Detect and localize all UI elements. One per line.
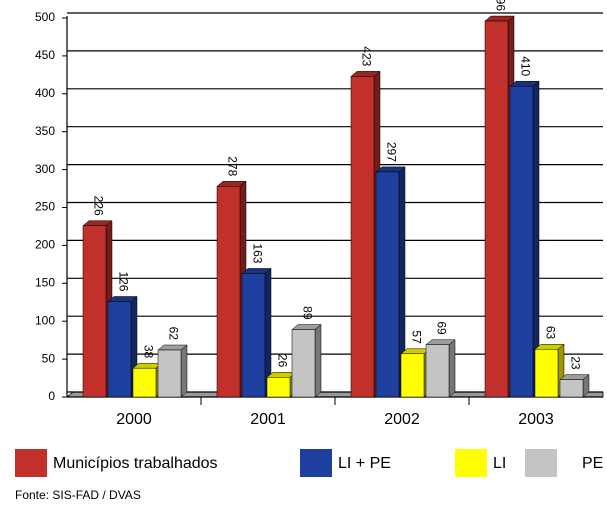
y-tick-label: 450: [35, 48, 55, 62]
x-tick-label: 2002: [384, 411, 420, 428]
source: Fonte: SIS-FAD / DVAS: [15, 488, 141, 502]
y-tick-label: 300: [35, 162, 55, 176]
bar: [400, 353, 425, 398]
legend-swatch: [455, 449, 487, 477]
y-tick-label: 200: [35, 238, 55, 252]
legend-label: PE: [582, 455, 603, 472]
data-label: 38: [141, 345, 155, 359]
y-tick-label: 100: [35, 313, 55, 327]
bar: [107, 301, 132, 398]
bar: [559, 379, 584, 398]
bar-side: [448, 339, 456, 398]
data-label: 163: [250, 243, 264, 263]
legend-label: LI + PE: [338, 455, 391, 472]
bar: [425, 344, 450, 398]
bar: [509, 85, 534, 398]
data-label: 62: [166, 327, 180, 341]
y-tick-label: 250: [35, 200, 55, 214]
data-label: 278: [225, 156, 239, 176]
data-label: 410: [518, 56, 532, 76]
x-tick-label: 2000: [116, 411, 152, 428]
data-label: 126: [116, 271, 130, 291]
data-label: 63: [543, 326, 557, 340]
bar: [82, 225, 107, 398]
data-label: 23: [568, 356, 582, 370]
data-label: 226: [91, 196, 105, 216]
x-tick-label: 2001: [250, 411, 286, 428]
data-label: 69: [434, 321, 448, 335]
data-label: 57: [409, 330, 423, 344]
y-tick-label: 400: [35, 86, 55, 100]
bar: [266, 377, 291, 398]
data-label: 496: [493, 0, 507, 11]
legend-swatch: [300, 449, 332, 477]
legend-label: LI: [493, 455, 506, 472]
y-tick-label: 0: [48, 389, 55, 403]
x-tick-label: 2003: [518, 411, 554, 428]
bar: [484, 20, 509, 398]
data-label: 26: [275, 354, 289, 368]
bar: [216, 186, 241, 398]
bar: [534, 348, 559, 398]
bar-side: [180, 344, 188, 398]
data-label: 297: [384, 142, 398, 162]
y-tick-label: 500: [35, 10, 55, 24]
bar: [291, 329, 316, 398]
bar-side: [314, 324, 322, 398]
legend-label: Municípios trabalhados: [53, 455, 218, 472]
y-tick-label: 50: [42, 351, 56, 365]
bar: [132, 367, 157, 398]
y-tick-label: 150: [35, 275, 55, 289]
bar: [157, 349, 182, 398]
y-tick-label: 350: [35, 124, 55, 138]
bar: [241, 273, 266, 398]
bar: [350, 76, 375, 398]
data-label: 89: [300, 306, 314, 320]
bar: [375, 171, 400, 398]
legend-swatch: [525, 449, 557, 477]
legend-swatch: [15, 449, 47, 477]
data-label: 423: [359, 46, 373, 66]
